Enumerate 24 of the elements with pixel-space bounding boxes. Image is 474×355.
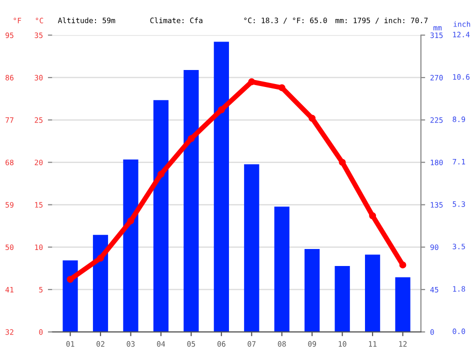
point xyxy=(188,135,195,142)
bar xyxy=(214,42,229,332)
bar xyxy=(395,277,410,332)
point xyxy=(338,158,346,166)
point xyxy=(157,170,164,178)
point xyxy=(369,212,376,220)
bar xyxy=(92,234,108,332)
point xyxy=(248,78,256,86)
bar xyxy=(334,266,350,332)
point xyxy=(66,276,74,283)
bar xyxy=(364,254,380,332)
point xyxy=(218,106,225,114)
point xyxy=(308,114,316,122)
bar xyxy=(184,70,199,332)
bar xyxy=(304,249,320,332)
bar xyxy=(244,164,260,332)
point xyxy=(399,261,406,268)
point xyxy=(278,84,286,92)
bar xyxy=(153,100,169,332)
bar xyxy=(62,260,78,332)
bar xyxy=(274,206,290,332)
bar xyxy=(123,160,138,332)
point xyxy=(97,254,104,262)
point xyxy=(127,217,134,224)
